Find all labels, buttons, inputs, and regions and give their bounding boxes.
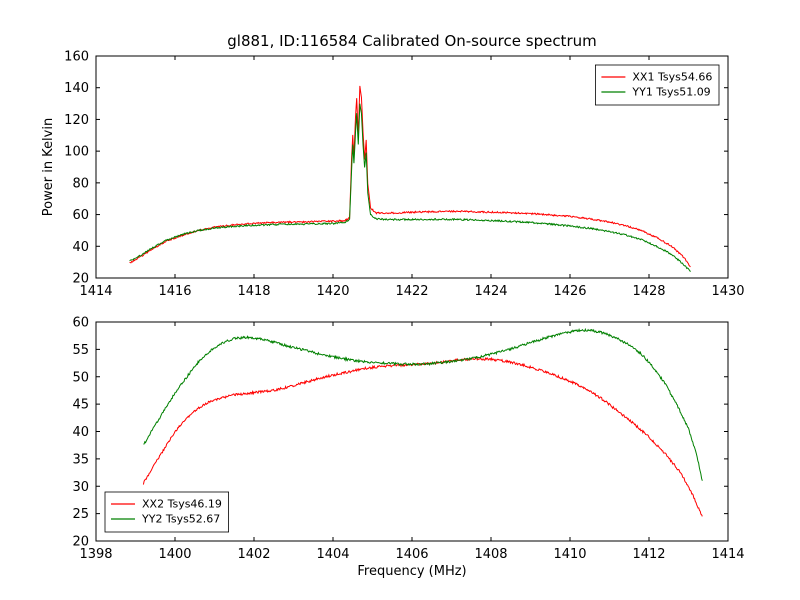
x-tick-label: 1430: [711, 284, 744, 299]
x-tick-label: 1418: [237, 284, 270, 299]
x-tick-label: 1412: [632, 547, 665, 562]
bottom-series-yy2: [143, 327, 703, 481]
y-tick-label: 60: [72, 316, 89, 331]
x-tick-label: 1408: [474, 547, 507, 562]
legend-label: YY1 Tsys51.09: [631, 86, 710, 99]
legend-box: [595, 64, 720, 106]
legend-label: YY2 Tsys52.67: [141, 513, 220, 526]
y-tick-label: 140: [64, 81, 89, 96]
x-tick-label: 1414: [79, 284, 112, 299]
x-tick-label: 1400: [158, 547, 191, 562]
bottom-legend: XX2 Tsys46.19 YY2 Tsys52.67: [104, 491, 229, 533]
x-tick-label: 1414: [711, 547, 744, 562]
y-axis-label: Power in Kelvin: [41, 118, 56, 216]
y-tick-label: 40: [72, 240, 89, 255]
x-tick-label: 1398: [79, 547, 112, 562]
x-tick-label: 1404: [316, 547, 349, 562]
top-series-xx1: [129, 85, 691, 268]
y-tick-label: 30: [72, 480, 89, 495]
legend-label: XX2 Tsys46.19: [142, 498, 222, 511]
top-plot: 1414 1416 1418 1420 1422 1424 1426 1428 1430 20 40…: [41, 32, 745, 299]
y-tick-label: 80: [72, 176, 89, 191]
y-tick-label: 120: [64, 113, 89, 128]
x-tick-label: 1406: [395, 547, 428, 562]
x-tick-label: 1428: [632, 284, 665, 299]
y-tick-label: 25: [72, 507, 89, 522]
y-tick-label: 20: [72, 272, 89, 287]
x-axis-label: Frequency (MHz): [357, 564, 466, 579]
y-tick-label: 20: [72, 535, 89, 550]
top-legend: XX1 Tsys54.66 YY1 Tsys51.09: [595, 64, 720, 106]
legend-box: [104, 491, 229, 533]
top-series-yy1: [129, 103, 691, 272]
y-tick-label: 35: [72, 452, 89, 467]
x-tick-label: 1422: [395, 284, 428, 299]
x-tick-label: 1416: [158, 284, 191, 299]
x-tick-label: 1420: [316, 284, 349, 299]
y-tick-label: 160: [64, 50, 89, 65]
y-tick-label: 55: [72, 343, 89, 358]
x-tick-label: 1402: [237, 547, 270, 562]
chart-title: gl881, ID:116584 Calibrated On-source sp…: [227, 32, 596, 50]
x-tick-label: 1410: [553, 547, 586, 562]
y-tick-label: 100: [64, 145, 89, 160]
legend-label: XX1 Tsys54.66: [632, 71, 712, 84]
y-tick-label: 50: [72, 370, 89, 385]
y-tick-label: 60: [72, 208, 89, 223]
x-tick-label: 1424: [474, 284, 507, 299]
y-tick-label: 45: [72, 398, 89, 413]
bottom-plot: 1398 1400 1402 1404 1406 1408 1410 1412 1414 20 25…: [72, 316, 744, 580]
y-tick-label: 40: [72, 425, 89, 440]
x-tick-label: 1426: [553, 284, 586, 299]
